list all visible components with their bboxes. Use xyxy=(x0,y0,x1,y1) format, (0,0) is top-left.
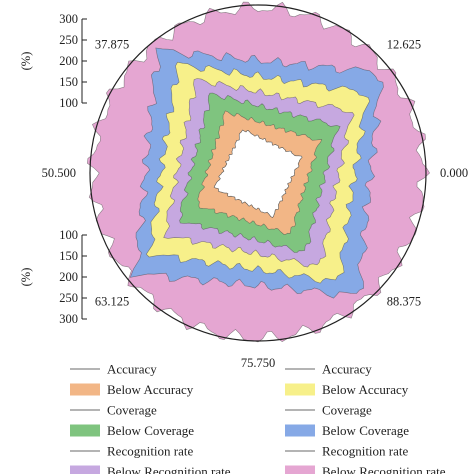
legend-label: Accuracy xyxy=(107,362,157,377)
radial-tick-label: 250 xyxy=(59,33,78,47)
legend-fill-swatch xyxy=(70,383,100,396)
angle-label: 12.625 xyxy=(387,37,421,51)
radial-tick-label: 250 xyxy=(59,291,78,305)
legend-label: Below Coverage xyxy=(107,423,194,438)
angle-label: 88.375 xyxy=(387,295,421,309)
angle-label: 37.875 xyxy=(95,37,129,51)
radial-tick-label: 150 xyxy=(59,75,78,89)
angle-label: 0.000 xyxy=(440,166,468,180)
legend-label: Below Recognition rate xyxy=(107,464,231,474)
legend-label: Below Accuracy xyxy=(322,382,409,397)
legend-label: Recognition rate xyxy=(322,444,409,459)
legend-label: Coverage xyxy=(322,403,372,418)
legend: Accuracy Below Accuracy Coverage Below Cove… xyxy=(70,362,446,474)
radial-tick-label: 300 xyxy=(59,12,78,26)
radial-axes: 100 150 200 250 300 (%) 100 150 200 250 300 (%) xyxy=(19,12,87,326)
radial-tick-label: 300 xyxy=(59,312,78,326)
radial-tick-label: 100 xyxy=(59,228,78,242)
radial-tick-label: 200 xyxy=(59,54,78,68)
angle-label: 75.750 xyxy=(241,356,275,370)
angle-label: 63.125 xyxy=(95,295,129,309)
radial-unit-label: (%) xyxy=(19,268,33,287)
polar-frame xyxy=(89,4,427,342)
legend-label: Accuracy xyxy=(322,362,372,377)
legend-fill-swatch xyxy=(285,465,315,474)
band-hole xyxy=(213,129,303,218)
angle-label: 50.500 xyxy=(42,166,76,180)
radial-tick-label: 100 xyxy=(59,96,78,110)
legend-label: Recognition rate xyxy=(107,444,194,459)
legend-fill-swatch xyxy=(285,424,315,437)
legend-label: Coverage xyxy=(107,403,157,418)
chart-bands xyxy=(86,1,430,343)
legend-fill-swatch xyxy=(285,383,315,396)
angle-labels: 0.00012.62525.25037.87550.50063.12575.75… xyxy=(42,37,469,370)
radial-unit-label: (%) xyxy=(19,52,33,71)
radial-tick-label: 200 xyxy=(59,270,78,284)
legend-label: Below Accuracy xyxy=(107,382,194,397)
legend-fill-swatch xyxy=(70,465,100,474)
legend-fill-swatch xyxy=(70,424,100,437)
legend-label: Below Recognition rate xyxy=(322,464,446,474)
legend-label: Below Coverage xyxy=(322,423,409,438)
radial-tick-label: 150 xyxy=(59,249,78,263)
